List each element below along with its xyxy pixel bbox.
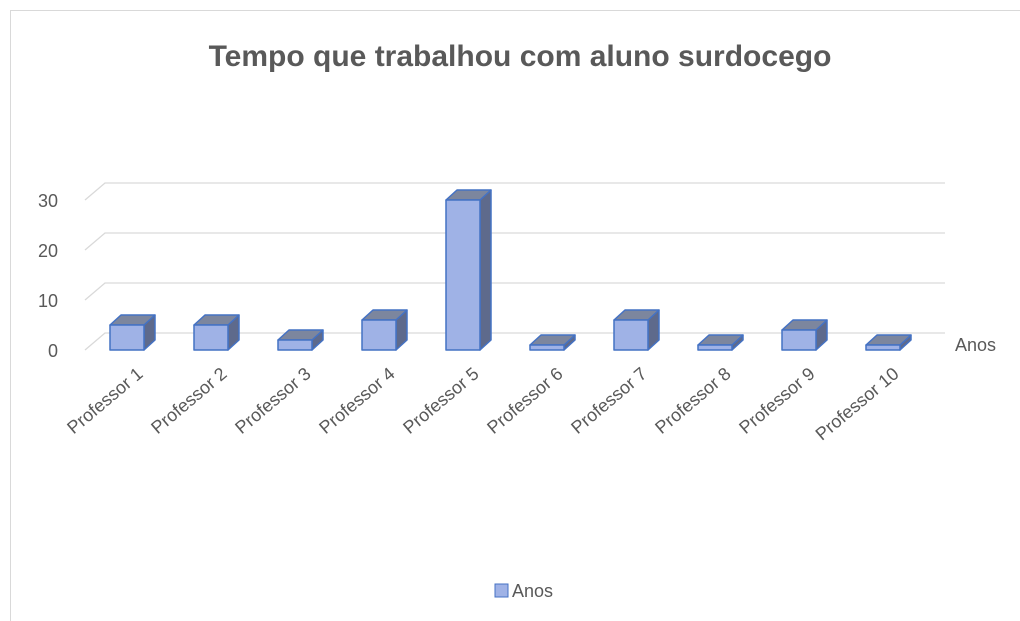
depth-axis-label: Anos — [955, 335, 996, 355]
grid-line — [84, 232, 945, 251]
chart-title: Tempo que trabalhou com aluno surdocego — [209, 40, 832, 73]
grid-line — [84, 332, 945, 351]
bar — [445, 189, 492, 351]
bar-side — [479, 189, 492, 351]
bar-front — [529, 344, 565, 351]
bar — [193, 314, 240, 351]
bar-front — [361, 319, 397, 351]
bar — [781, 319, 828, 351]
chart-frame — [10, 10, 1020, 621]
bar — [865, 334, 912, 351]
bar-front — [781, 329, 817, 351]
bar-front — [277, 339, 313, 351]
y-tick-label: 30 — [38, 191, 58, 211]
bar — [109, 314, 156, 351]
legend-swatch — [494, 583, 509, 598]
bar-front — [445, 199, 481, 351]
bar-front — [697, 344, 733, 351]
bar-front — [109, 324, 145, 351]
bar-front — [613, 319, 649, 351]
bar — [361, 309, 408, 351]
bar — [529, 334, 576, 351]
bar — [613, 309, 660, 351]
legend-label: Anos — [512, 581, 553, 601]
y-tick-label: 0 — [48, 341, 58, 361]
bar — [697, 334, 744, 351]
y-tick-label: 10 — [38, 291, 58, 311]
bar — [277, 329, 324, 351]
y-tick-label: 20 — [38, 241, 58, 261]
bar-front — [865, 344, 901, 351]
bar-front — [193, 324, 229, 351]
grid-line — [84, 182, 945, 201]
grid-line — [84, 282, 945, 301]
